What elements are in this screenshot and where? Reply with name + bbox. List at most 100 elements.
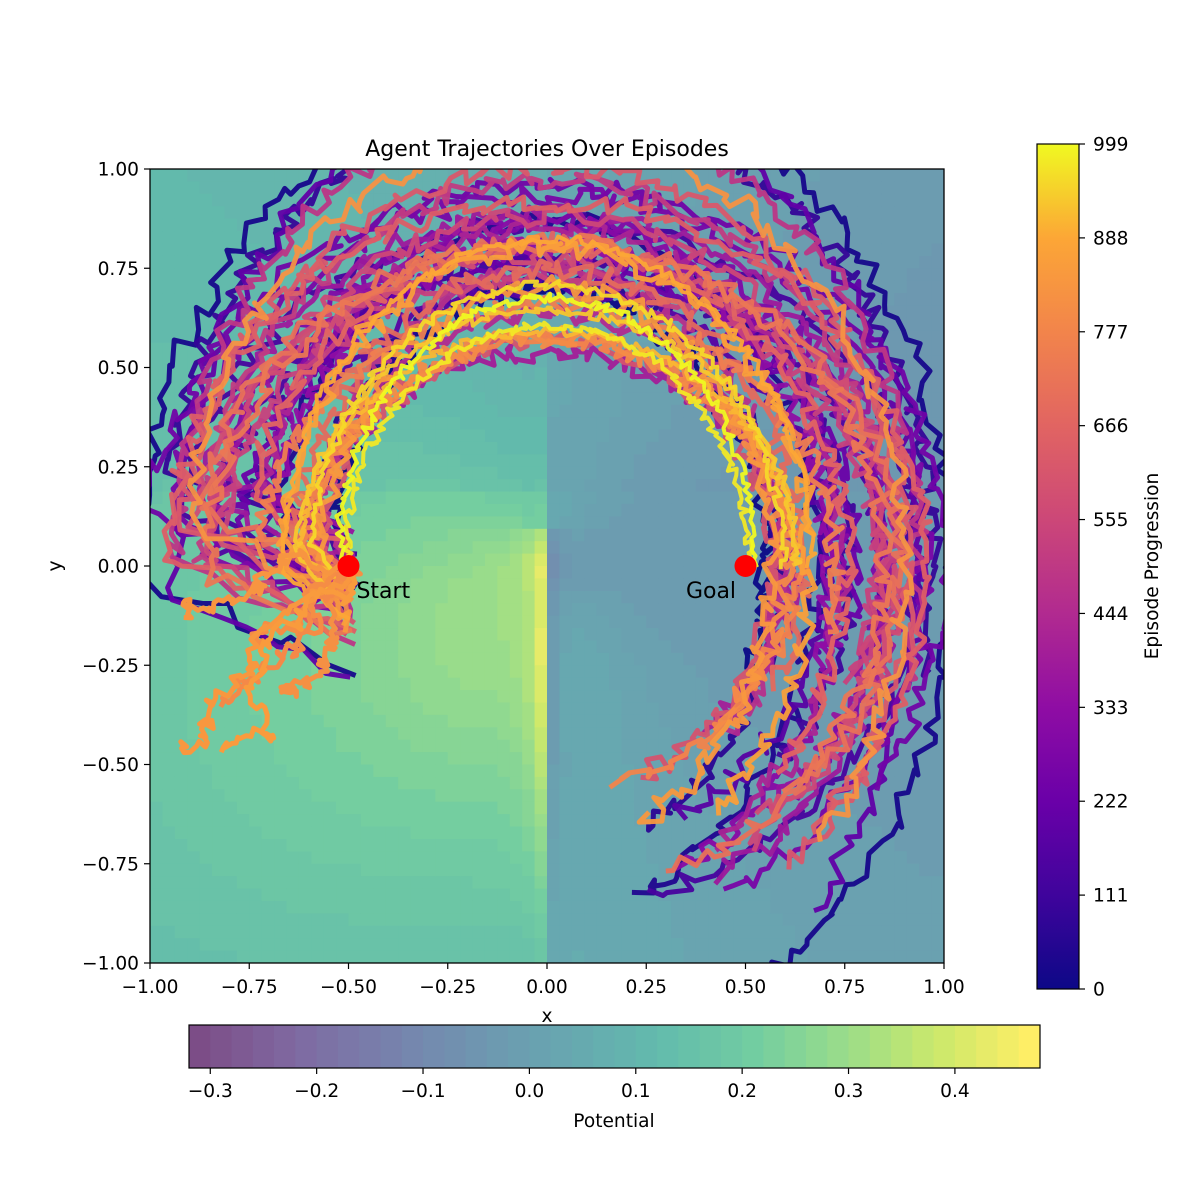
contour-cell xyxy=(174,342,188,356)
contour-cell xyxy=(609,851,623,865)
contour-cell xyxy=(534,503,548,517)
contour-cell xyxy=(199,876,213,890)
contour-cell xyxy=(497,714,511,728)
colorbar-cell xyxy=(550,1025,573,1068)
potential-colorbar-tick-label: −0.2 xyxy=(294,1081,339,1102)
contour-cell xyxy=(633,789,647,803)
contour-cell xyxy=(658,628,672,642)
contour-cell xyxy=(534,417,548,431)
contour-cell xyxy=(695,863,709,877)
contour-cell xyxy=(671,479,685,493)
contour-cell xyxy=(249,950,263,963)
contour-cell xyxy=(224,838,238,852)
contour-cell xyxy=(373,727,387,741)
contour-cell xyxy=(509,950,523,963)
contour-cell xyxy=(162,690,176,704)
colorbar-cell xyxy=(401,1025,424,1068)
contour-cell xyxy=(286,814,300,828)
contour-cell xyxy=(571,528,585,542)
contour-cell xyxy=(571,900,585,914)
contour-cell xyxy=(311,752,325,766)
contour-cell xyxy=(150,801,164,815)
contour-cell xyxy=(435,652,449,666)
contour-cell xyxy=(621,888,635,902)
contour-cell xyxy=(249,801,263,815)
contour-cell xyxy=(596,429,610,443)
contour-cell xyxy=(422,814,436,828)
contour-cell xyxy=(931,776,944,790)
contour-cell xyxy=(522,814,536,828)
contour-cell xyxy=(199,590,213,604)
contour-cell xyxy=(819,218,833,232)
chart-title: Agent Trajectories Over Episodes xyxy=(365,137,729,162)
contour-cell xyxy=(894,280,908,294)
contour-cell xyxy=(472,367,486,381)
contour-cell xyxy=(881,863,895,877)
contour-cell xyxy=(360,466,374,480)
contour-cell xyxy=(547,590,561,604)
contour-cell xyxy=(522,677,536,691)
contour-cell xyxy=(522,652,536,666)
contour-cell xyxy=(236,454,250,468)
contour-cell xyxy=(671,628,685,642)
contour-cell xyxy=(683,429,697,443)
contour-cell xyxy=(906,938,920,952)
contour-cell xyxy=(422,652,436,666)
colorbar-cell xyxy=(593,1025,615,1068)
contour-cell xyxy=(422,516,436,530)
contour-cell xyxy=(447,466,461,480)
contour-cell xyxy=(174,218,188,232)
contour-cell xyxy=(571,876,585,890)
contour-cell xyxy=(534,491,548,505)
contour-cell xyxy=(596,603,610,617)
contour-cell xyxy=(187,752,201,766)
contour-cell xyxy=(819,925,833,939)
contour-cell xyxy=(547,851,561,865)
contour-cell xyxy=(534,652,548,666)
contour-cell xyxy=(547,938,561,952)
contour-cell xyxy=(224,218,238,232)
contour-cell xyxy=(894,255,908,269)
contour-cell xyxy=(931,925,944,939)
contour-cell xyxy=(410,690,424,704)
contour-cell xyxy=(621,541,635,555)
contour-cell xyxy=(534,789,548,803)
contour-cell xyxy=(844,938,858,952)
contour-cell xyxy=(212,727,226,741)
contour-cell xyxy=(435,838,449,852)
x-tick-label: 1.00 xyxy=(923,977,964,998)
contour-cell xyxy=(534,466,548,480)
contour-cell xyxy=(633,628,647,642)
contour-cell xyxy=(621,429,635,443)
contour-cell xyxy=(844,169,858,183)
contour-cell xyxy=(522,603,536,617)
contour-cell xyxy=(671,566,685,580)
contour-cell xyxy=(547,615,561,629)
contour-cell xyxy=(658,603,672,617)
contour-cell xyxy=(807,913,821,927)
contour-cell xyxy=(398,714,412,728)
contour-cell xyxy=(373,454,387,468)
contour-cell xyxy=(162,752,176,766)
contour-cell xyxy=(472,851,486,865)
contour-cell xyxy=(447,838,461,852)
contour-cell xyxy=(658,838,672,852)
contour-cell xyxy=(509,888,523,902)
contour-cell xyxy=(298,913,312,927)
contour-cell xyxy=(720,900,734,914)
contour-cell xyxy=(460,541,474,555)
contour-cell xyxy=(336,714,350,728)
contour-cell xyxy=(819,863,833,877)
contour-cell xyxy=(373,491,387,505)
contour-cell xyxy=(695,950,709,963)
contour-cell xyxy=(695,590,709,604)
episode-colorbar-tick-label: 888 xyxy=(1093,228,1129,249)
contour-cell xyxy=(534,590,548,604)
contour-cell xyxy=(373,863,387,877)
contour-cell xyxy=(609,690,623,704)
episode-colorbar-tick-label: 444 xyxy=(1093,604,1129,625)
colorbar-cell xyxy=(423,1025,445,1068)
contour-cell xyxy=(447,603,461,617)
contour-cell xyxy=(621,566,635,580)
contour-cell xyxy=(150,479,164,493)
